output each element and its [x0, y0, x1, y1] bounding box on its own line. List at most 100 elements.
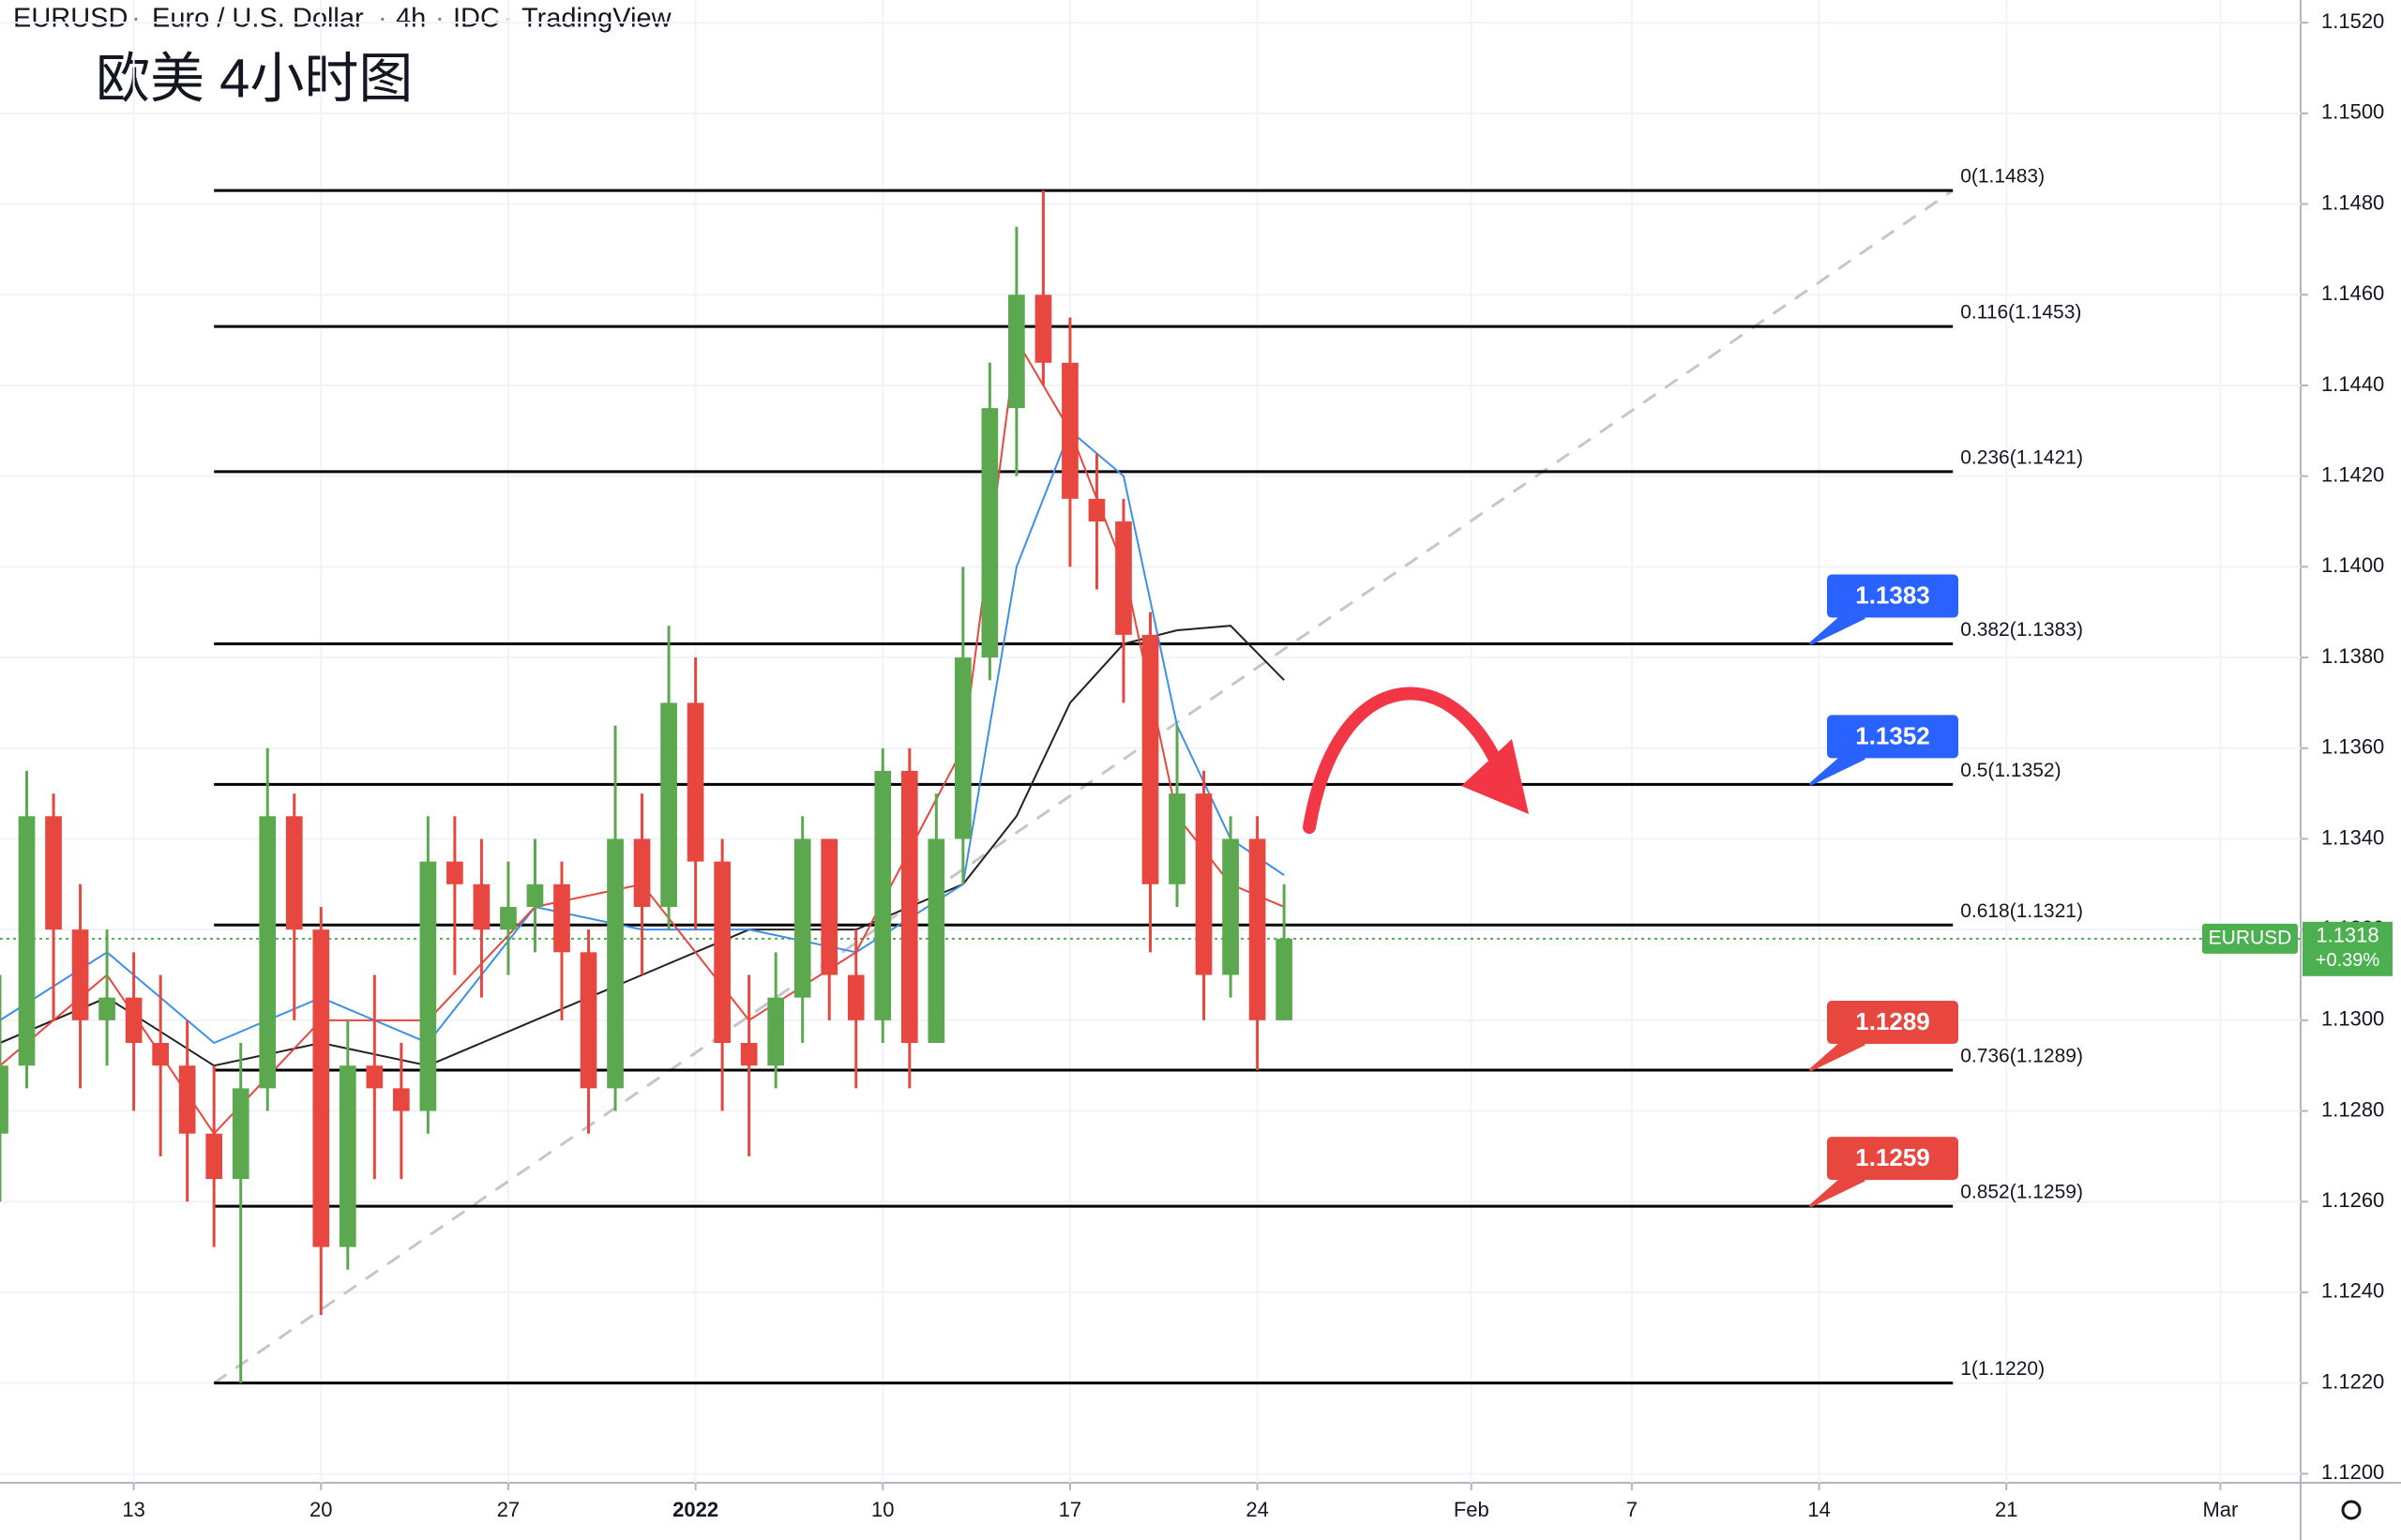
interval: 4h [396, 4, 426, 34]
candle-body [45, 816, 62, 930]
x-tick-label: 17 [1059, 1498, 1081, 1521]
candle-body [740, 1043, 758, 1066]
candle-body [393, 1088, 410, 1111]
candle-body [928, 838, 945, 1044]
candle-body [446, 861, 463, 884]
x-tick-label: 24 [1246, 1498, 1268, 1521]
candle-body [1248, 838, 1266, 1020]
source: IDC [453, 4, 500, 34]
callout-label: 1.1383 [1855, 581, 1930, 609]
y-tick-label: 1.1360 [2321, 735, 2384, 759]
header: EURUSD · Euro / U.S. Dollar · 4h · IDC ·… [13, 4, 672, 34]
candle-body [793, 838, 811, 998]
y-tick-label: 1.1480 [2321, 190, 2384, 214]
candle-body [259, 816, 277, 1089]
candle-body [71, 929, 89, 1020]
x-tick-label: 27 [497, 1498, 520, 1521]
price-tag-value: 1.1318 [2316, 924, 2378, 947]
y-tick-label: 1.1300 [2321, 1007, 2384, 1031]
y-tick-label: 1.1420 [2321, 462, 2384, 486]
settings-icon[interactable] [2341, 1500, 2362, 1520]
description: Euro / U.S. Dollar [152, 4, 364, 34]
callout-tail [1809, 1042, 1865, 1072]
candle-body [152, 1043, 169, 1066]
y-tick-label: 1.1520 [2321, 9, 2384, 33]
y-tick-label: 1.1400 [2321, 553, 2384, 577]
candle-body [1034, 294, 1052, 363]
candle-body [900, 770, 918, 1044]
candle-body [98, 997, 115, 1020]
separator: · [131, 4, 141, 34]
candle-body [232, 1088, 249, 1180]
candle-body [178, 1065, 196, 1134]
candle-body [473, 883, 491, 930]
trend-line [213, 189, 1955, 1384]
y-tick-label: 1.1440 [2321, 372, 2384, 396]
candle-body [714, 861, 731, 1044]
candle-body [821, 838, 838, 975]
chart-title: 欧美 4小时图 [96, 48, 413, 109]
candle-body [553, 883, 570, 953]
callout-label: 1.1352 [1855, 721, 1930, 749]
callout-label: 1.1289 [1855, 1007, 1930, 1035]
price-tag [2303, 921, 2393, 976]
callout-box [1827, 1001, 1958, 1045]
symbol-tag [2202, 923, 2298, 954]
symbol-tag-label: EURUSD [2209, 927, 2292, 948]
x-tick-label: Feb [1454, 1498, 1489, 1521]
separator: · [378, 4, 387, 34]
candle-body [580, 952, 597, 1089]
x-tick-label: 14 [1807, 1498, 1830, 1521]
x-tick-label: 20 [310, 1498, 332, 1521]
fib-label: 0(1.1483) [1960, 166, 2045, 188]
callout-box [1827, 715, 1958, 759]
gear[interactable] [2341, 1500, 2362, 1520]
fib-label: 0.852(1.1259) [1960, 1182, 2083, 1203]
x-tick-label: Mar [2202, 1498, 2238, 1521]
arrow-head [1461, 739, 1529, 814]
candle-body [687, 702, 704, 862]
symbol: EURUSD [13, 4, 128, 34]
candle-body [847, 974, 865, 1020]
candle-body [0, 1065, 8, 1134]
fib-label: 0.382(1.1383) [1960, 619, 2083, 641]
fib-label: 0.5(1.1352) [1960, 760, 2061, 781]
x-tick-label: 10 [871, 1498, 894, 1521]
y-tick-label: 1.1500 [2321, 100, 2384, 124]
candle-body [125, 997, 143, 1044]
x-tick-label: 7 [1626, 1498, 1638, 1521]
y-tick-label: 1.1340 [2321, 825, 2384, 849]
candle-body [339, 1065, 356, 1247]
y-tick-label: 1.1280 [2321, 1097, 2384, 1121]
platform: TradingView [521, 4, 672, 34]
fib-label: 0.116(1.1453) [1960, 302, 2081, 324]
x-tick-label: 13 [122, 1498, 144, 1521]
candle-body [205, 1133, 223, 1180]
fib-label: 0.236(1.1421) [1960, 446, 2083, 468]
x-tick-label: 21 [1995, 1498, 2017, 1521]
curved-arrow [1303, 687, 1529, 834]
price-tag-change: +0.39% [2316, 950, 2380, 971]
candle-body [1062, 362, 1079, 499]
candle-body [419, 861, 437, 1111]
candle-body [312, 929, 330, 1247]
candle-body [1222, 838, 1239, 975]
y-tick-label: 1.1240 [2321, 1279, 2384, 1303]
candle-body [1008, 294, 1025, 409]
candle-body [660, 702, 677, 907]
fib-label: 0.618(1.1321) [1960, 900, 2083, 922]
y-tick-label: 1.1460 [2321, 281, 2384, 305]
candle-body [1088, 498, 1106, 522]
callout-label: 1.1259 [1855, 1143, 1930, 1171]
candle-body [981, 408, 999, 658]
x-tick-label: 2022 [672, 1498, 718, 1521]
separator: · [435, 4, 445, 34]
y-tick-label: 1.1220 [2321, 1369, 2384, 1393]
y-tick-label: 1.1380 [2321, 644, 2384, 668]
candle-body [874, 770, 892, 1020]
y-tick-label: 1.1260 [2321, 1188, 2384, 1212]
candle-body [607, 838, 624, 1089]
